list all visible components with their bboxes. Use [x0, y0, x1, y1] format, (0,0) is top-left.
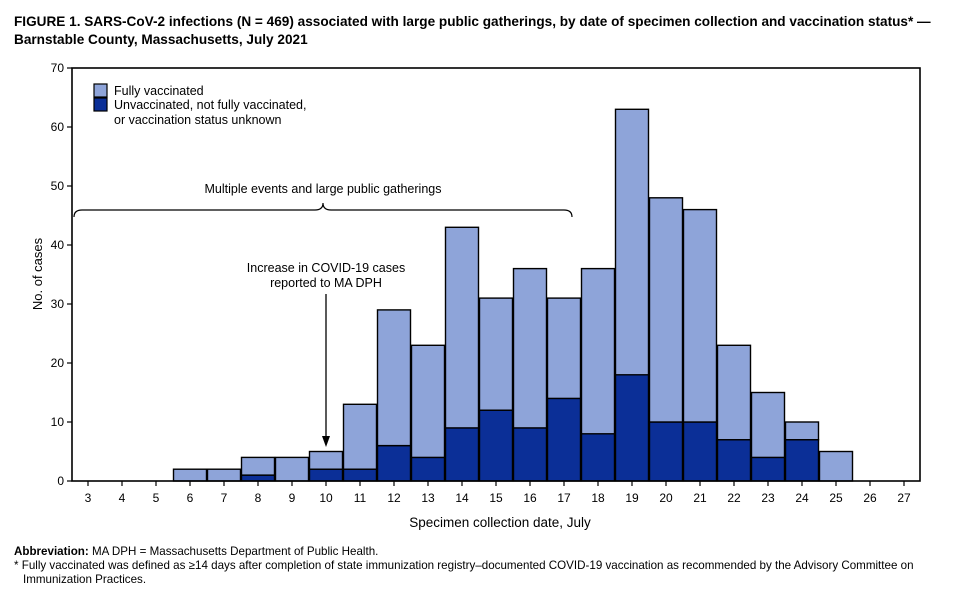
x-tick-label: 10 — [319, 491, 333, 505]
x-tick-label: 16 — [523, 491, 537, 505]
y-tick-label: 10 — [51, 415, 65, 429]
x-tick-label: 15 — [489, 491, 503, 505]
bar-segment-fully-vaccinated — [818, 450, 854, 482]
bar-segment-fully-vaccinated — [240, 456, 276, 476]
bar-segment-fully-vaccinated — [274, 456, 310, 482]
bar-segment-fully-vaccinated — [750, 391, 786, 459]
stacked-bar-chart: 0 10 20 30 40 50 60 70 3 4 5 6 7 8 9 10 11 12 13 14 15 16 17 18… — [30, 61, 921, 530]
x-tick-label: 7 — [221, 491, 228, 505]
curly-bracket — [73, 202, 573, 218]
x-tick-label: 12 — [387, 491, 401, 505]
bar-segment-fully-vaccinated — [478, 297, 514, 411]
axes-layer: 0 10 20 30 40 50 60 70 3 4 5 6 7 8 9 10 11 12 13 14 15 16 17 18… — [51, 61, 921, 505]
bar-segment-fully-vaccinated — [308, 450, 344, 470]
bars-layer — [172, 108, 854, 482]
bar-segment-unvaccinated — [546, 397, 582, 482]
bar-segment-unvaccinated — [648, 421, 684, 482]
bar-segment-unvaccinated — [410, 456, 446, 482]
x-tick-label: 22 — [727, 491, 741, 505]
y-tick-label: 20 — [51, 356, 65, 370]
x-tick-label: 8 — [255, 491, 262, 505]
figure-title-line2: Barnstable County, Massachusetts, July 2… — [14, 32, 308, 47]
x-axis-title: Specimen collection date, July — [409, 515, 591, 530]
legend-swatch-unvaccinated — [93, 97, 108, 112]
bar-segment-fully-vaccinated — [206, 468, 242, 482]
bar-segment-unvaccinated — [580, 433, 616, 482]
arrow-head-icon — [322, 436, 330, 447]
legend-label-fully-vaccinated: Fully vaccinated — [114, 84, 204, 98]
abbreviation-text: MA DPH = Massachusetts Department of Pub… — [88, 545, 379, 558]
abbreviation-note: Abbreviation: MA DPH = Massachusetts Dep… — [14, 545, 954, 559]
y-tick-label: 60 — [51, 120, 65, 134]
bar-segment-fully-vaccinated — [682, 208, 718, 423]
bar-segment-unvaccinated — [478, 409, 514, 482]
bar-segment-fully-vaccinated — [614, 108, 650, 376]
bar-segment-unvaccinated — [444, 427, 480, 482]
abbreviation-label: Abbreviation: — [14, 545, 89, 558]
footnotes: Abbreviation: MA DPH = Massachusetts Dep… — [14, 545, 954, 587]
x-tick-label: 9 — [289, 491, 296, 505]
bar-segment-unvaccinated — [342, 468, 378, 482]
bar-segment-fully-vaccinated — [342, 403, 378, 470]
x-tick-label: 18 — [591, 491, 605, 505]
bar-segment-unvaccinated — [376, 444, 412, 482]
bar-segment-fully-vaccinated — [784, 421, 820, 441]
x-tick-label: 5 — [153, 491, 160, 505]
bar-segment-fully-vaccinated — [172, 468, 208, 482]
x-tick-label: 26 — [863, 491, 877, 505]
bar-segment-fully-vaccinated — [444, 226, 480, 429]
vaccination-footnote: * Fully vaccinated was defined as ≥14 da… — [14, 559, 914, 586]
x-tick-label: 17 — [557, 491, 571, 505]
y-tick-label: 70 — [51, 61, 65, 75]
bar-segment-unvaccinated — [308, 468, 344, 482]
bar-segment-unvaccinated — [614, 374, 650, 482]
bar-segment-fully-vaccinated — [410, 344, 446, 459]
y-axis-title: No. of cases — [30, 237, 45, 310]
arrow-label: Increase in COVID-19 cases — [247, 261, 405, 275]
bar-segment-unvaccinated — [716, 439, 752, 482]
x-tick-label: 24 — [795, 491, 809, 505]
bar-segment-unvaccinated — [240, 474, 276, 482]
x-tick-label: 21 — [693, 491, 707, 505]
x-tick-label: 27 — [897, 491, 911, 505]
legend-label-unvaccinated: Unvaccinated, not fully vaccinated, — [114, 98, 306, 112]
y-tick-label: 0 — [57, 474, 64, 488]
bar-segment-fully-vaccinated — [716, 344, 752, 441]
x-tick-label: 13 — [421, 491, 435, 505]
x-tick-label: 4 — [119, 491, 126, 505]
bar-segment-unvaccinated — [682, 421, 718, 482]
figure-title-line1: FIGURE 1. SARS-CoV-2 infections (N = 469… — [14, 14, 931, 29]
bar-segment-unvaccinated — [512, 427, 548, 482]
legend-swatch-fully-vaccinated — [93, 83, 108, 98]
x-tick-label: 11 — [354, 491, 367, 505]
y-tick-label: 50 — [51, 179, 65, 193]
x-tick-label: 19 — [625, 491, 639, 505]
y-tick-label: 30 — [51, 297, 65, 311]
bar-segment-fully-vaccinated — [580, 267, 616, 435]
annotations-layer: Multiple events and large public gatheri… — [73, 182, 573, 447]
x-tick-label: 6 — [187, 491, 194, 505]
bar-segment-unvaccinated — [750, 456, 786, 482]
bar-segment-fully-vaccinated — [546, 297, 582, 400]
x-tick-label: 3 — [85, 491, 92, 505]
x-tick-label: 23 — [761, 491, 775, 505]
bar-segment-unvaccinated — [784, 439, 820, 482]
bar-segment-fully-vaccinated — [648, 197, 684, 423]
bar-segment-fully-vaccinated — [512, 267, 548, 429]
y-tick-label: 40 — [51, 238, 65, 252]
x-tick-label: 25 — [829, 491, 843, 505]
arrow-label: reported to MA DPH — [270, 276, 382, 290]
x-tick-label: 14 — [455, 491, 469, 505]
x-tick-label: 20 — [659, 491, 673, 505]
bracket-label: Multiple events and large public gatheri… — [205, 182, 442, 196]
bar-segment-fully-vaccinated — [376, 309, 412, 447]
figure-title: FIGURE 1. SARS-CoV-2 infections (N = 469… — [14, 13, 954, 49]
legend-label-unvaccinated: or vaccination status unknown — [114, 113, 282, 127]
